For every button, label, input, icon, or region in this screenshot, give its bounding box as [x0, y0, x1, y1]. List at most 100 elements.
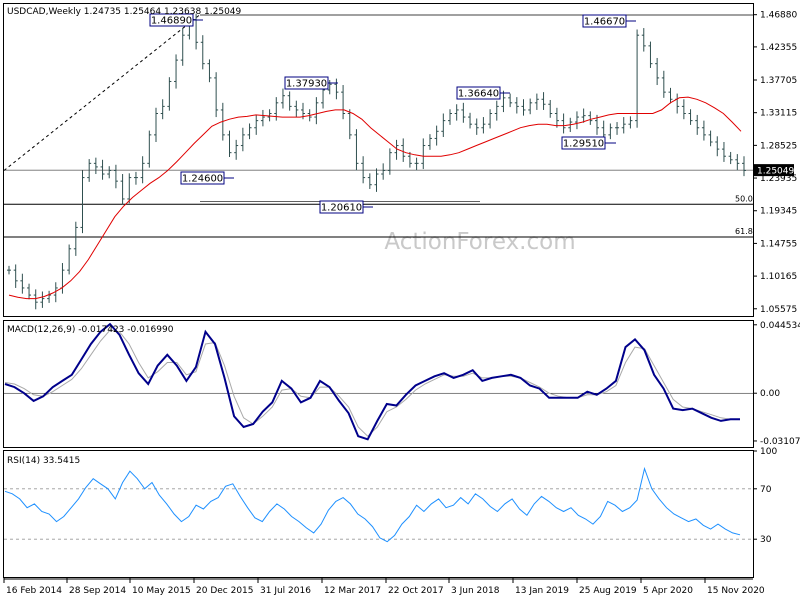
moving-average	[8, 96, 742, 300]
price-bar	[494, 100, 499, 121]
x-tick-label: 10 May 2015	[132, 586, 191, 596]
price-bars	[7, 13, 746, 310]
price-bar	[154, 107, 158, 142]
price-bar	[133, 171, 138, 185]
price-bar	[581, 108, 586, 123]
price-y-tick-label: 1.14755	[760, 239, 797, 249]
price-bar	[247, 123, 252, 140]
price-bar	[534, 93, 539, 110]
rsi-y-tick-label: 70	[760, 485, 772, 495]
macd-label: MACD(12,26,9) -0.017423 -0.016990	[7, 325, 174, 335]
price-bar	[287, 91, 292, 111]
x-tick-label: 16 Feb 2014	[6, 586, 62, 596]
price-bar	[681, 99, 686, 120]
price-bar	[280, 88, 285, 109]
macd-y-tick-label: 0.044534	[760, 321, 800, 331]
price-y-tick-label: 1.05575	[760, 305, 797, 315]
price-bar	[381, 163, 386, 180]
price-y-tick-label: 1.19345	[760, 207, 797, 217]
price-bar	[367, 173, 372, 189]
price-bar	[260, 109, 265, 127]
x-tick-label: 31 Jul 2016	[260, 586, 311, 596]
macd-lines	[4, 322, 740, 441]
price-bar	[641, 28, 646, 52]
price-bar	[254, 114, 259, 135]
price-bar	[234, 139, 239, 160]
price-bar	[387, 148, 392, 175]
annotation-label: 1.24600	[182, 174, 223, 185]
annotation-label: 1.37930	[286, 79, 327, 90]
price-annotations: 1.46890 1.37930 1.36640 1.46670 1.24600 1.295…	[149, 13, 636, 214]
price-bar	[140, 156, 145, 184]
price-bar	[334, 78, 339, 100]
macd-y-tick-label: -0.031072	[760, 437, 800, 447]
price-bar	[474, 118, 479, 135]
price-bar	[127, 173, 132, 204]
price-bar	[7, 265, 11, 275]
rsi-panel-frame	[3, 450, 754, 578]
price-bar	[721, 141, 726, 162]
rsi-label: RSI(14) 33.5415	[7, 456, 80, 466]
annotation-label: 1.46890	[151, 16, 192, 27]
fib-label-618: 61.8	[735, 227, 753, 236]
price-bar	[648, 41, 653, 68]
price-bar	[327, 80, 332, 95]
price-bar	[541, 92, 546, 110]
price-bar	[401, 138, 406, 162]
price-bar	[174, 54, 179, 89]
price-bar	[73, 221, 78, 256]
price-bar	[27, 283, 32, 300]
price-bar	[20, 273, 25, 294]
price-bar	[661, 70, 666, 98]
last-price-tag	[754, 164, 794, 177]
rsi-y-tick-label: 30	[760, 535, 772, 545]
price-bar	[468, 112, 473, 129]
price-bar	[414, 157, 419, 171]
price-bar	[488, 109, 493, 129]
price-bar	[514, 97, 519, 114]
x-tick-label: 13 Jan 2019	[515, 586, 569, 596]
rsi-levels	[4, 488, 753, 540]
price-bar	[80, 170, 85, 234]
last-price-label: 1.25049	[757, 167, 794, 177]
price-bar	[113, 164, 118, 189]
price-bar	[628, 116, 633, 129]
price-bar	[701, 120, 706, 141]
price-bar	[354, 129, 359, 171]
x-tick-label: 12 Mar 2017	[324, 586, 381, 596]
price-bar	[200, 35, 205, 70]
price-bar	[742, 156, 746, 177]
moving-average-line	[8, 96, 742, 300]
price-bar	[93, 157, 98, 175]
price-bar	[100, 159, 105, 180]
price-bar	[728, 151, 733, 165]
x-tick-label: 15 Nov 2020	[707, 586, 765, 596]
annotation-label: 1.20610	[321, 203, 362, 214]
price-bar	[461, 102, 466, 123]
price-bar	[548, 99, 553, 118]
price-bar	[120, 174, 125, 205]
macd-y-tick-label: 0.00	[760, 389, 780, 399]
macd-y-axis: 0.044534 0.00 -0.031072	[753, 321, 800, 447]
rsi-line	[4, 466, 741, 543]
price-bar	[227, 130, 232, 157]
price-bar	[615, 122, 620, 135]
price-bar	[434, 125, 439, 146]
macd-main-line	[4, 322, 740, 441]
price-bar	[521, 99, 526, 116]
price-bar	[347, 109, 352, 140]
price-bar	[655, 57, 660, 86]
macd-panel-frame	[3, 320, 754, 448]
x-tick-label: 25 Aug 2019	[579, 586, 637, 596]
fib-label-50: 50.0	[735, 194, 753, 203]
chart-header: USDCAD,Weekly 1.24735 1.25464 1.23638 1.…	[7, 7, 242, 17]
price-bar	[427, 134, 432, 150]
x-tick-label: 3 Jun 2018	[451, 586, 500, 596]
price-bar	[314, 97, 319, 125]
x-tick-label: 5 Apr 2020	[643, 586, 693, 596]
price-bar	[341, 85, 346, 120]
price-y-axis: 1.46880 1.42355 1.37705 1.33115 1.28525 1.239…	[753, 11, 797, 315]
price-y-tick-label: 1.33115	[760, 109, 797, 119]
